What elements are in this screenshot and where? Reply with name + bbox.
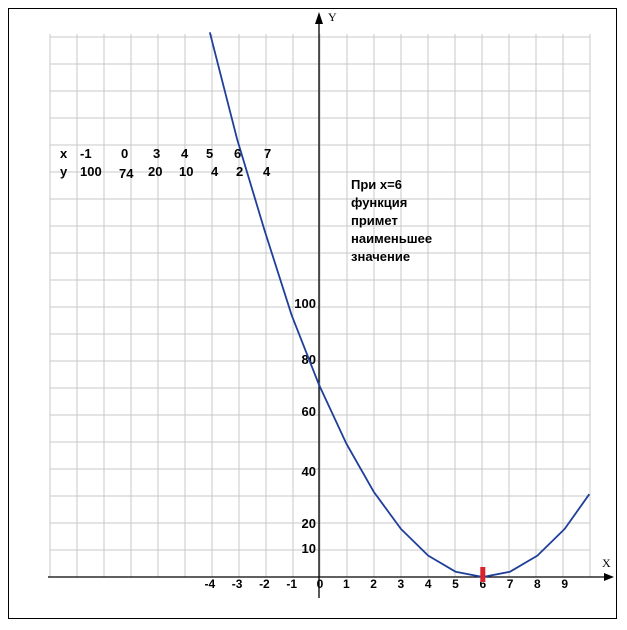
y-tick-label: 60: [302, 404, 316, 419]
annotation-line: При x=6: [351, 177, 402, 192]
table-x-value: 5: [206, 146, 214, 161]
x-axis-label: X: [602, 556, 611, 570]
x-tick-label: 3: [398, 577, 405, 591]
table-x-label: x: [60, 146, 68, 161]
annotation-line: примет: [351, 213, 398, 228]
annotation-line: функция: [351, 195, 408, 210]
x-tick-label: -1: [286, 577, 297, 591]
table-y-value: 100: [80, 164, 102, 179]
table-y-value: 4: [211, 164, 219, 179]
table-y-value: 10: [179, 164, 194, 179]
x-tick-label: 2: [370, 577, 377, 591]
table-x-value: 3: [153, 146, 161, 161]
y-axis-arrow: [315, 12, 323, 24]
table-x-value: 0: [121, 146, 129, 161]
table-x-value: 7: [264, 146, 272, 161]
table-y-label: y: [60, 164, 68, 179]
parabola-line: [208, 32, 591, 578]
x-tick-label: 9: [561, 577, 568, 591]
table-x-value: 4: [181, 146, 189, 161]
y-axis-label: Y: [328, 10, 337, 24]
x-tick-label: 5: [452, 577, 459, 591]
x-tick-label: 7: [507, 577, 514, 591]
chart-frame: [8, 8, 617, 619]
annotation-line: значение: [351, 249, 411, 264]
y-tick-label: 40: [302, 464, 316, 479]
x-tick-label: 8: [534, 577, 541, 591]
x-tick-label: -2: [259, 577, 270, 591]
minimum-marker: [480, 567, 486, 582]
y-tick-label: 10: [302, 541, 316, 556]
x-tick-label: 6: [479, 577, 486, 591]
table-y-value: 74: [119, 166, 134, 181]
x-tick-label: 0: [317, 577, 324, 591]
x-tick-label: -4: [204, 577, 215, 591]
table-x-value: -1: [80, 146, 92, 161]
y-tick-label: 20: [302, 516, 316, 531]
table-y-value: 20: [148, 164, 163, 179]
y-tick-label: 100: [294, 296, 316, 311]
table-y-value: 4: [263, 164, 271, 179]
annotation-line: наименьшее: [351, 231, 433, 246]
table-x-value: 6: [234, 146, 242, 161]
x-tick-label: -3: [232, 577, 243, 591]
table-y-value: 2: [236, 164, 244, 179]
x-tick-label: 4: [425, 577, 432, 591]
minimum-annotation: При x=6 функция примет наименьшее значен…: [351, 176, 471, 266]
x-tick-label: 1: [343, 577, 350, 591]
x-axis-arrow: [604, 573, 614, 581]
